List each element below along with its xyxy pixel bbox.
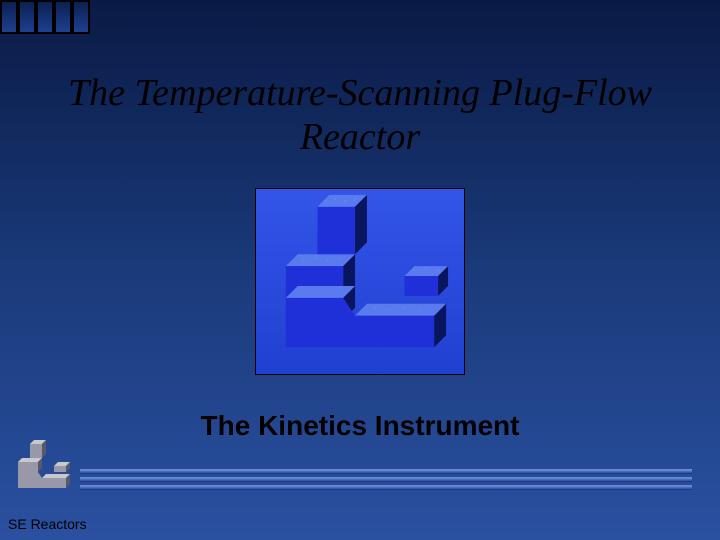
corner-bar [72, 0, 90, 34]
corner-bar [18, 0, 36, 34]
slide-title: The Temperature-Scanning Plug-Flow React… [0, 72, 720, 159]
underline [80, 485, 692, 490]
footer-logo-icon [12, 440, 72, 494]
underline [80, 469, 692, 474]
corner-bar [0, 0, 18, 34]
underline [80, 477, 692, 482]
slide-subtitle: The Kinetics Instrument [0, 410, 720, 442]
slide: The Temperature-Scanning Plug-Flow React… [0, 0, 720, 540]
corner-bar [36, 0, 54, 34]
footer-logo [12, 440, 72, 494]
footer-text: SE Reactors [8, 516, 87, 532]
corner-bars [0, 0, 90, 34]
corner-bar [54, 0, 72, 34]
underline-stack [80, 469, 692, 490]
central-logo [255, 188, 465, 375]
logo-shape-icon [256, 189, 464, 374]
